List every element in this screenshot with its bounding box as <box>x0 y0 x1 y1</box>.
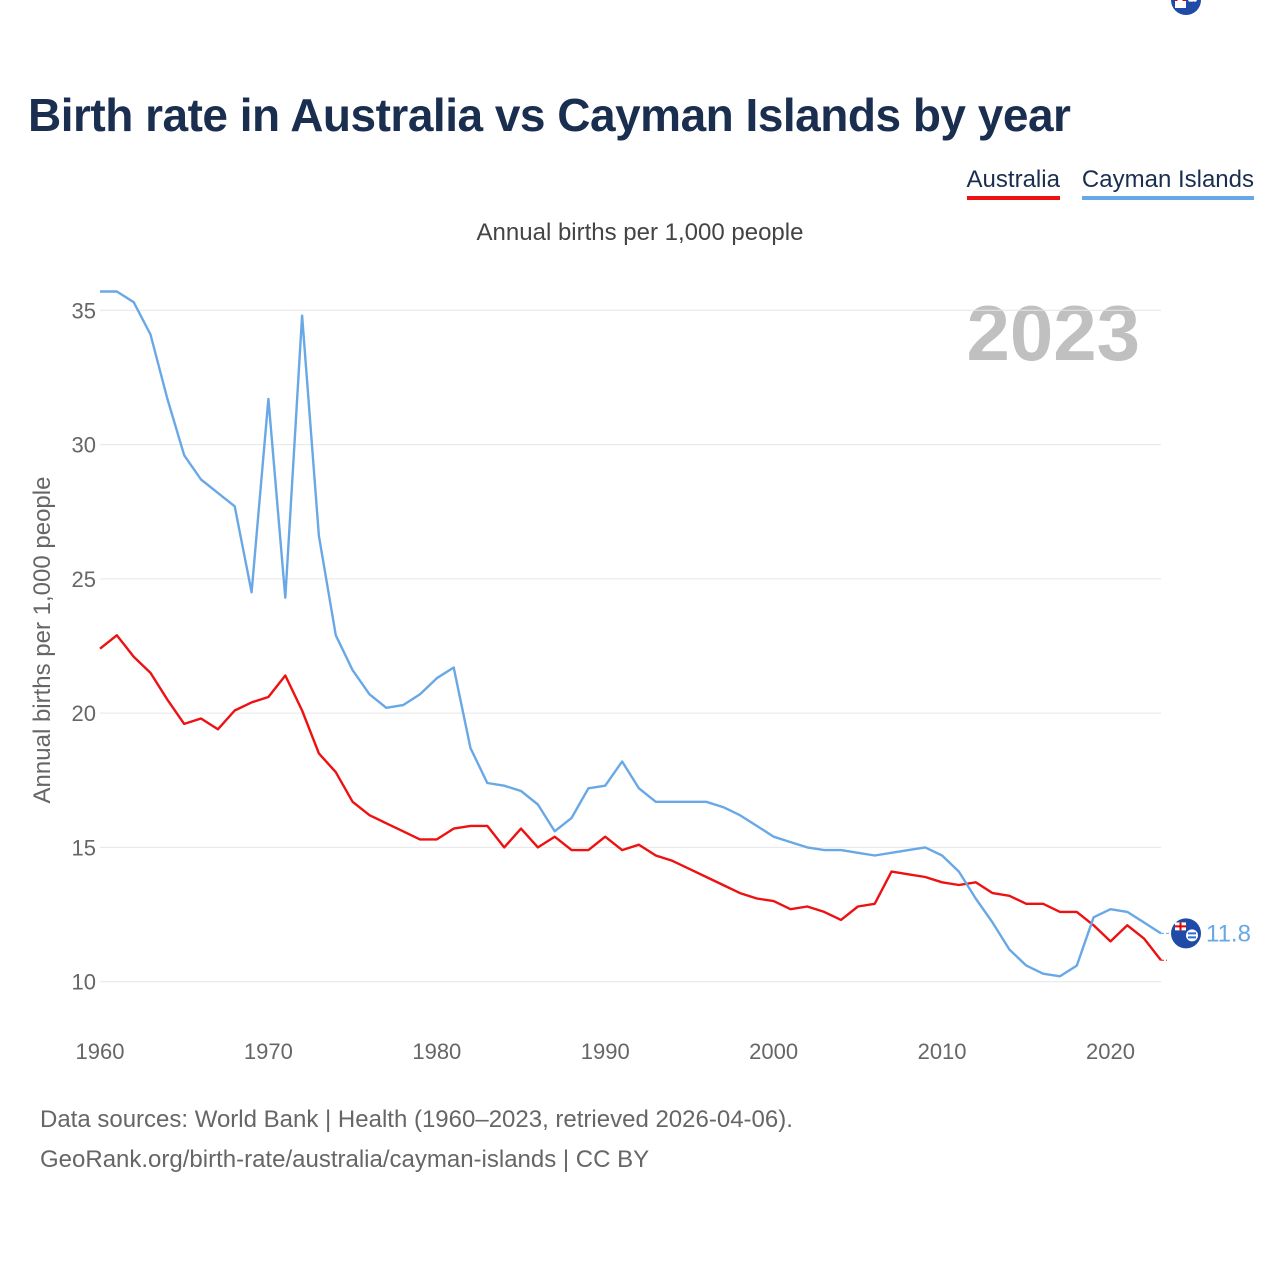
y-axis-ticks: 10 15 20 25 30 35 <box>72 298 96 994</box>
y-tick-label: 25 <box>72 567 96 592</box>
year-label: 2023 <box>966 289 1140 377</box>
y-tick-label: 20 <box>72 701 96 726</box>
end-value-label-australia: 10.8 <box>1206 0 1253 6</box>
grid-lines <box>100 309 1161 983</box>
x-tick-label: 1990 <box>581 1039 630 1064</box>
flag-icon-australia <box>1171 0 1201 15</box>
series-line-australia[interactable] <box>99 634 1162 961</box>
footer-sources: Data sources: World Bank | Health (1960–… <box>40 1106 793 1133</box>
y-tick-label: 15 <box>72 835 96 860</box>
legend: Australia Cayman Islands <box>966 166 1254 200</box>
x-tick-label: 2010 <box>918 1039 967 1064</box>
x-tick-label: 1970 <box>244 1039 293 1064</box>
end-value-label-cayman-islands: 11.8 <box>1206 920 1251 947</box>
x-axis-ticks: 1960 1970 1980 1990 2000 2010 2020 <box>76 1039 1135 1064</box>
flag-icon-cayman-islands <box>1171 918 1201 949</box>
series-lines <box>99 290 1162 978</box>
series-line-cayman-islands[interactable] <box>100 290 1162 978</box>
y-tick-label: 10 <box>72 970 96 995</box>
x-tick-label: 1960 <box>76 1039 125 1064</box>
chart-subtitle: Annual births per 1,000 people <box>477 219 804 246</box>
footer-link[interactable]: GeoRank.org/birth-rate/australia/cayman-… <box>40 1146 650 1173</box>
y-axis-label: Annual births per 1,000 people <box>29 477 56 804</box>
legend-item-cayman-islands[interactable]: Cayman Islands <box>1081 166 1254 200</box>
legend-item-australia[interactable]: Australia <box>966 166 1060 200</box>
y-tick-label: 30 <box>72 433 96 458</box>
end-markers: 11.8 10.8 <box>1161 0 1253 961</box>
x-tick-label: 2020 <box>1086 1039 1135 1064</box>
chart-title: Birth rate in Australia vs Cayman Island… <box>28 89 1071 141</box>
y-tick-label: 35 <box>72 298 96 323</box>
x-tick-label: 1980 <box>412 1039 461 1064</box>
x-tick-label: 2000 <box>749 1039 798 1064</box>
